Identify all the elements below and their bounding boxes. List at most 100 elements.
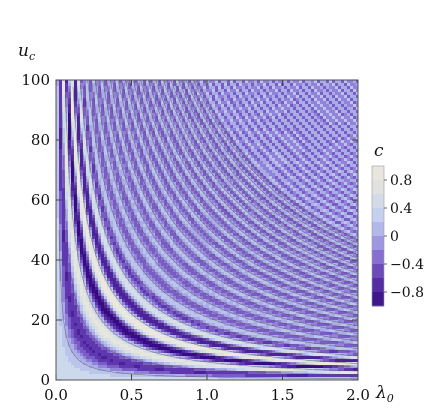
field-cell — [299, 173, 303, 177]
field-cell — [224, 218, 228, 222]
field-cell — [125, 92, 129, 96]
field-cell — [263, 134, 267, 138]
field-cell — [353, 125, 357, 129]
field-cell — [203, 161, 207, 165]
field-cell — [101, 83, 105, 87]
field-cell — [326, 116, 330, 120]
field-cell — [218, 89, 222, 93]
field-cell — [173, 119, 177, 123]
field-cell — [293, 92, 297, 96]
field-cell — [116, 149, 120, 153]
field-cell — [89, 131, 93, 135]
field-cell — [143, 158, 147, 162]
field-cell — [296, 107, 300, 111]
field-cell — [329, 125, 333, 129]
field-cell — [203, 191, 207, 195]
field-cell — [143, 116, 147, 120]
field-cell — [83, 83, 87, 87]
field-cell — [143, 215, 147, 219]
field-cell — [254, 116, 258, 120]
field-cell — [122, 89, 126, 93]
field-cell — [332, 110, 336, 114]
field-cell — [320, 155, 324, 159]
field-cell — [146, 224, 150, 228]
field-cell — [107, 98, 111, 102]
field-cell — [326, 86, 330, 90]
field-cell — [224, 176, 228, 180]
field-cell — [356, 164, 358, 168]
field-cell — [137, 107, 141, 111]
field-cell — [236, 83, 240, 87]
field-cell — [242, 152, 246, 156]
field-cell — [356, 134, 358, 138]
field-cell — [104, 197, 108, 201]
field-cell — [107, 173, 111, 177]
field-cell — [125, 119, 129, 123]
field-cell — [263, 122, 267, 126]
field-cell — [140, 107, 144, 111]
field-cell — [200, 161, 204, 165]
field-cell — [59, 80, 63, 84]
field-cell — [218, 152, 222, 156]
field-cell — [329, 170, 333, 174]
field-cell — [290, 155, 294, 159]
field-cell — [110, 131, 114, 135]
field-cell — [155, 110, 159, 114]
field-cell — [302, 137, 306, 141]
field-cell — [203, 110, 207, 114]
field-cell — [284, 218, 288, 222]
field-cell — [209, 101, 213, 105]
field-cell — [125, 89, 129, 93]
field-cell — [269, 119, 273, 123]
field-cell — [251, 218, 255, 222]
field-cell — [299, 104, 303, 108]
field-cell — [137, 224, 141, 228]
field-cell — [128, 212, 132, 216]
field-cell — [266, 110, 270, 114]
field-cell — [299, 152, 303, 156]
field-cell — [212, 119, 216, 123]
field-cell — [83, 149, 87, 153]
field-cell — [311, 116, 315, 120]
field-cell — [113, 212, 117, 216]
field-cell — [236, 179, 240, 183]
field-cell — [221, 203, 225, 207]
field-cell — [215, 176, 219, 180]
field-cell — [215, 116, 219, 120]
field-cell — [326, 221, 330, 225]
field-cell — [239, 221, 243, 225]
field-cell — [305, 119, 309, 123]
field-cell — [212, 179, 216, 183]
field-cell — [293, 122, 297, 126]
field-cell — [146, 146, 150, 150]
field-cell — [98, 224, 102, 228]
field-cell — [140, 113, 144, 117]
field-cell — [182, 194, 186, 198]
field-cell — [62, 98, 66, 102]
field-cell — [305, 170, 309, 174]
field-cell — [137, 152, 141, 156]
field-cell — [284, 212, 288, 216]
field-cell — [95, 125, 99, 129]
field-cell — [269, 173, 273, 177]
field-cell — [326, 104, 330, 108]
field-cell — [287, 212, 291, 216]
field-cell — [233, 203, 237, 207]
field-cell — [308, 182, 312, 186]
field-cell — [215, 218, 219, 222]
field-cell — [59, 188, 63, 192]
field-cell — [242, 116, 246, 120]
field-cell — [149, 221, 153, 225]
field-cell — [185, 185, 189, 189]
field-cell — [80, 191, 84, 195]
field-cell — [179, 140, 183, 144]
field-cell — [320, 128, 324, 132]
field-cell — [236, 209, 240, 213]
field-cell — [305, 221, 309, 225]
field-cell — [296, 116, 300, 120]
field-cell — [254, 179, 258, 183]
field-cell — [71, 83, 75, 87]
field-cell — [137, 203, 141, 207]
field-cell — [254, 140, 258, 144]
field-cell — [143, 149, 147, 153]
